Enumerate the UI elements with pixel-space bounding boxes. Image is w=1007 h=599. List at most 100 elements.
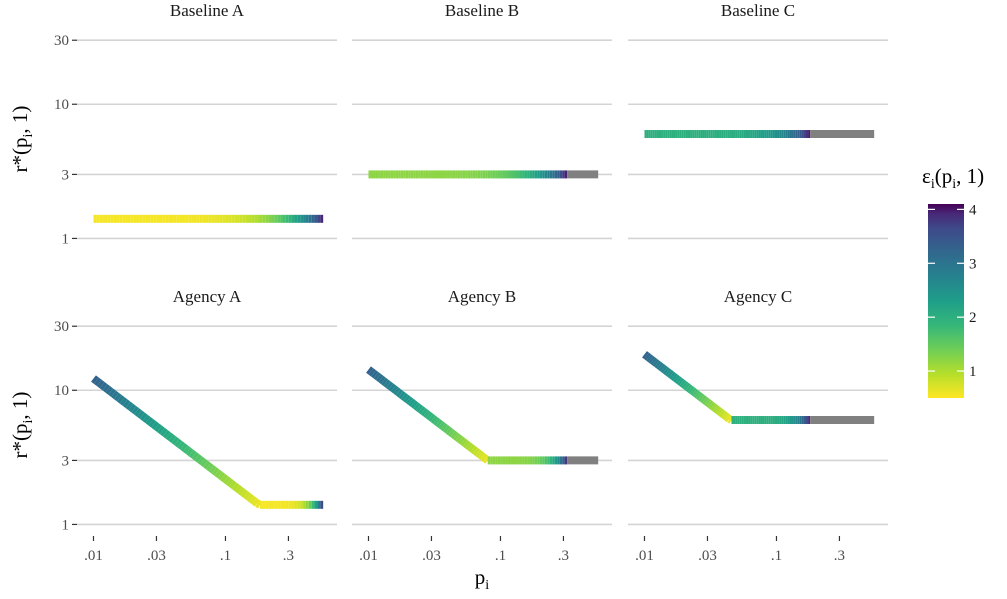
- legend-tick-label: 4: [969, 202, 977, 218]
- legend-title-end: , 1): [956, 164, 984, 188]
- series-segment: [433, 417, 441, 426]
- x-tick-label: .01: [635, 548, 654, 564]
- series-segment: [457, 436, 466, 445]
- series-segment: [683, 382, 691, 391]
- x-tick-label: .1: [495, 548, 506, 564]
- series-segment: [373, 372, 381, 381]
- series-segment: [440, 423, 448, 432]
- facet-panel-3: Agency A: [77, 287, 337, 526]
- y-tick-label: 30: [54, 319, 69, 335]
- x-tick-label: .1: [220, 548, 231, 564]
- x-tick-label: .03: [698, 548, 717, 564]
- series-segment: [145, 416, 154, 426]
- facet-panel-0: Baseline A: [77, 1, 337, 240]
- series-segment: [704, 398, 712, 407]
- series-segment: [418, 406, 426, 415]
- series-segment: [142, 414, 151, 424]
- series-segment: [114, 392, 122, 402]
- series-segment: [246, 493, 254, 503]
- series-segment: [171, 436, 180, 446]
- series-segment: [119, 397, 128, 406]
- y-tick-label: 3: [62, 453, 70, 469]
- series-segment: [371, 370, 379, 379]
- series-segment: [385, 381, 394, 390]
- series-segment: [366, 366, 374, 375]
- x-tick-label: .01: [359, 548, 378, 564]
- facet-title: Baseline A: [170, 1, 245, 20]
- series-segment: [251, 497, 260, 507]
- series-segment: [388, 383, 396, 392]
- series-segment: [691, 388, 699, 397]
- series-segment: [438, 421, 446, 430]
- series-segment: [174, 438, 183, 448]
- series-segment: [420, 407, 429, 417]
- series-segment: [687, 385, 695, 394]
- series-segment: [220, 473, 228, 483]
- series-segment: [720, 411, 728, 420]
- legend-title-sub: i: [931, 177, 935, 192]
- series-segment: [395, 389, 404, 398]
- series-segment: [91, 375, 99, 384]
- facet-title: Agency C: [724, 287, 792, 306]
- x-axis-title-main: p: [475, 565, 486, 589]
- series-segment: [108, 388, 117, 398]
- series-segment: [96, 379, 105, 389]
- series-segment: [646, 354, 654, 363]
- series-segment: [425, 411, 433, 421]
- series-segment: [664, 368, 672, 377]
- series-segment: [482, 455, 491, 464]
- series-segment: [234, 484, 243, 494]
- series-segment: [102, 384, 111, 393]
- series-segment: [226, 478, 234, 487]
- series-segment: [679, 379, 687, 388]
- series-segment: [724, 414, 732, 423]
- x-axis-title-sub: i: [485, 578, 489, 593]
- series-segment: [654, 360, 662, 369]
- series-segment: [716, 407, 724, 416]
- series-segment: [157, 425, 165, 435]
- x-axis-title: pi: [475, 565, 490, 593]
- series-segment: [462, 440, 471, 449]
- series-segment: [203, 460, 211, 470]
- series-segment: [168, 434, 177, 443]
- facet-title: Agency B: [448, 287, 516, 306]
- series-segment: [99, 381, 108, 391]
- series-segment: [237, 486, 246, 496]
- y-tick-label: 1: [62, 231, 70, 247]
- series-segment: [368, 368, 376, 377]
- series-segment: [666, 370, 674, 378]
- series-segment: [177, 440, 185, 450]
- series-segment: [470, 445, 478, 455]
- series-segment: [165, 432, 174, 441]
- series-segment: [408, 398, 416, 407]
- series-segment: [400, 392, 409, 402]
- series-segment: [116, 395, 125, 404]
- series-segment: [423, 409, 431, 419]
- series-segment: [642, 351, 649, 360]
- series-segment: [652, 358, 660, 367]
- series-segment: [675, 376, 683, 385]
- series-segment: [695, 392, 703, 401]
- legend-tick-label: 2: [969, 310, 977, 326]
- series-segment: [403, 394, 411, 403]
- y-axis-title: r*(pi, 1): [8, 106, 36, 173]
- series-segment: [685, 384, 693, 393]
- series-segment: [668, 371, 676, 380]
- facet-title: Baseline B: [445, 1, 519, 20]
- series-segment: [122, 399, 131, 408]
- series-segment: [185, 447, 194, 457]
- series-segment: [475, 449, 483, 458]
- series-segment: [197, 456, 206, 465]
- series-segment: [662, 366, 670, 375]
- series-segment: [243, 491, 251, 500]
- facet-panel-2: Baseline C: [628, 1, 888, 240]
- series-segment: [673, 374, 681, 383]
- series-segment: [413, 402, 421, 411]
- y-tick-label: 1: [62, 517, 70, 533]
- series-segment: [727, 415, 734, 424]
- series-segment: [214, 469, 223, 479]
- series-segment: [435, 419, 443, 428]
- series-segment: [217, 471, 226, 481]
- series-segment: [159, 427, 168, 437]
- facet-panel-1: Baseline B: [352, 1, 612, 240]
